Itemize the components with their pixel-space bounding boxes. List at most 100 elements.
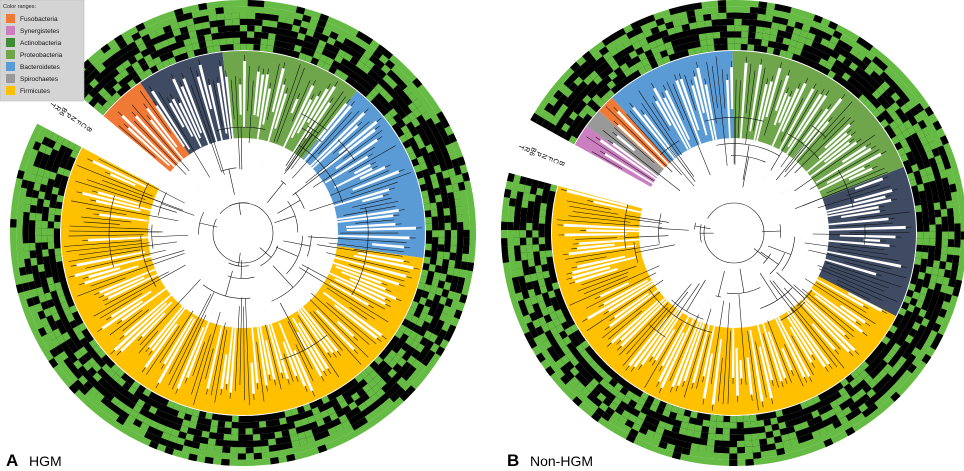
trait-cell xyxy=(898,307,907,317)
leaf-branch xyxy=(577,272,629,292)
trait-cell xyxy=(277,15,287,23)
trait-cell xyxy=(407,306,417,316)
leaf-gap xyxy=(702,353,714,399)
trait-cell xyxy=(143,68,153,78)
trait-cell xyxy=(873,65,884,76)
internal-arc xyxy=(260,245,279,266)
trait-cell xyxy=(379,88,389,98)
trait-cell xyxy=(523,297,533,307)
leaf-gap xyxy=(735,347,740,396)
trait-cell xyxy=(78,375,88,386)
panel-b-name: Non-HGM xyxy=(530,453,593,469)
leaf-gap xyxy=(260,292,290,380)
leaf-branch xyxy=(618,303,669,356)
trait-cell xyxy=(734,37,742,44)
trait-cell xyxy=(687,47,696,56)
trait-cell xyxy=(221,458,230,466)
trait-cell xyxy=(113,34,125,45)
trait-cell xyxy=(22,243,30,252)
leaf-gap xyxy=(253,71,260,116)
trait-cell xyxy=(404,312,414,322)
internal-branch xyxy=(694,225,711,230)
leaf-gap xyxy=(186,312,213,379)
trait-cell xyxy=(326,406,336,416)
trait-cell xyxy=(871,89,882,100)
leaf-gap xyxy=(148,289,197,349)
leaf-gap xyxy=(196,76,223,158)
trait-cell xyxy=(439,312,448,322)
trait-cell xyxy=(408,330,418,340)
trait-cell xyxy=(643,29,653,38)
trait-cell xyxy=(565,351,575,361)
trait-cell xyxy=(542,270,550,279)
leaf-branch xyxy=(146,325,180,375)
leaf-gap xyxy=(811,322,836,351)
leaf-gap xyxy=(691,85,708,136)
leaf-gap xyxy=(206,297,229,389)
leaf-gap xyxy=(774,75,790,112)
internal-branch xyxy=(238,202,241,215)
trait-cell xyxy=(212,38,220,47)
trait-cell xyxy=(782,5,792,14)
trait-cell xyxy=(78,346,88,356)
leaf-gap xyxy=(786,315,813,356)
trait-cell xyxy=(935,275,944,285)
trait-cell xyxy=(136,398,146,408)
trait-cell xyxy=(553,333,563,343)
trait-cell xyxy=(267,438,277,446)
leaf-branch xyxy=(276,67,305,143)
trait-cell xyxy=(778,23,787,32)
leaf-gap xyxy=(269,85,315,177)
trait-cell xyxy=(554,308,564,318)
trait-cell xyxy=(269,20,278,28)
trait-cell xyxy=(687,423,696,431)
leaf-branch xyxy=(790,307,838,368)
trait-cell xyxy=(247,12,256,20)
leaf-gap xyxy=(800,301,851,353)
internal-branch xyxy=(240,260,243,279)
leaf-gap xyxy=(88,266,121,279)
trait-cell xyxy=(883,354,893,364)
trait-cell xyxy=(400,124,410,135)
trait-cell xyxy=(152,56,162,66)
leaf-gap xyxy=(298,307,334,354)
trait-cell xyxy=(801,23,811,33)
panel-b-letter: B xyxy=(507,451,519,470)
trait-cell xyxy=(181,419,191,428)
trait-cell xyxy=(368,369,379,380)
leaf-branch xyxy=(696,334,710,389)
trait-cell xyxy=(855,51,866,62)
trait-cell xyxy=(654,37,665,47)
trait-cell xyxy=(438,237,445,245)
leaf-branch xyxy=(66,242,150,252)
trait-cell xyxy=(198,2,208,11)
leaf-gap xyxy=(801,298,856,352)
trait-cell xyxy=(752,445,761,453)
trait-cell xyxy=(437,329,448,339)
trait-cell xyxy=(95,63,106,74)
leaf-branch xyxy=(846,184,880,196)
leaf-gap xyxy=(336,320,355,338)
trait-cell xyxy=(304,54,313,63)
trait-cell xyxy=(940,208,948,217)
trait-cell xyxy=(932,322,942,333)
trait-cell xyxy=(355,60,366,70)
leaf-branch xyxy=(134,120,187,175)
trait-cell xyxy=(179,425,189,434)
leaf-gap xyxy=(257,314,271,375)
trait-cell xyxy=(582,104,592,114)
trait-cell xyxy=(575,343,585,354)
trait-cell xyxy=(73,359,83,370)
trait-cell xyxy=(832,30,843,40)
trait-cell xyxy=(44,292,53,302)
trait-cell xyxy=(240,43,247,51)
leaf-branch xyxy=(772,280,845,369)
panel-a-letter: A xyxy=(6,451,18,470)
leaf-gap xyxy=(578,238,648,246)
trait-cell xyxy=(501,238,508,247)
leaf-branch xyxy=(583,275,628,295)
leaf-branch xyxy=(245,298,250,406)
leaf-branch xyxy=(815,282,867,313)
leaf-branch xyxy=(738,294,747,385)
leaf-gap xyxy=(599,139,666,186)
